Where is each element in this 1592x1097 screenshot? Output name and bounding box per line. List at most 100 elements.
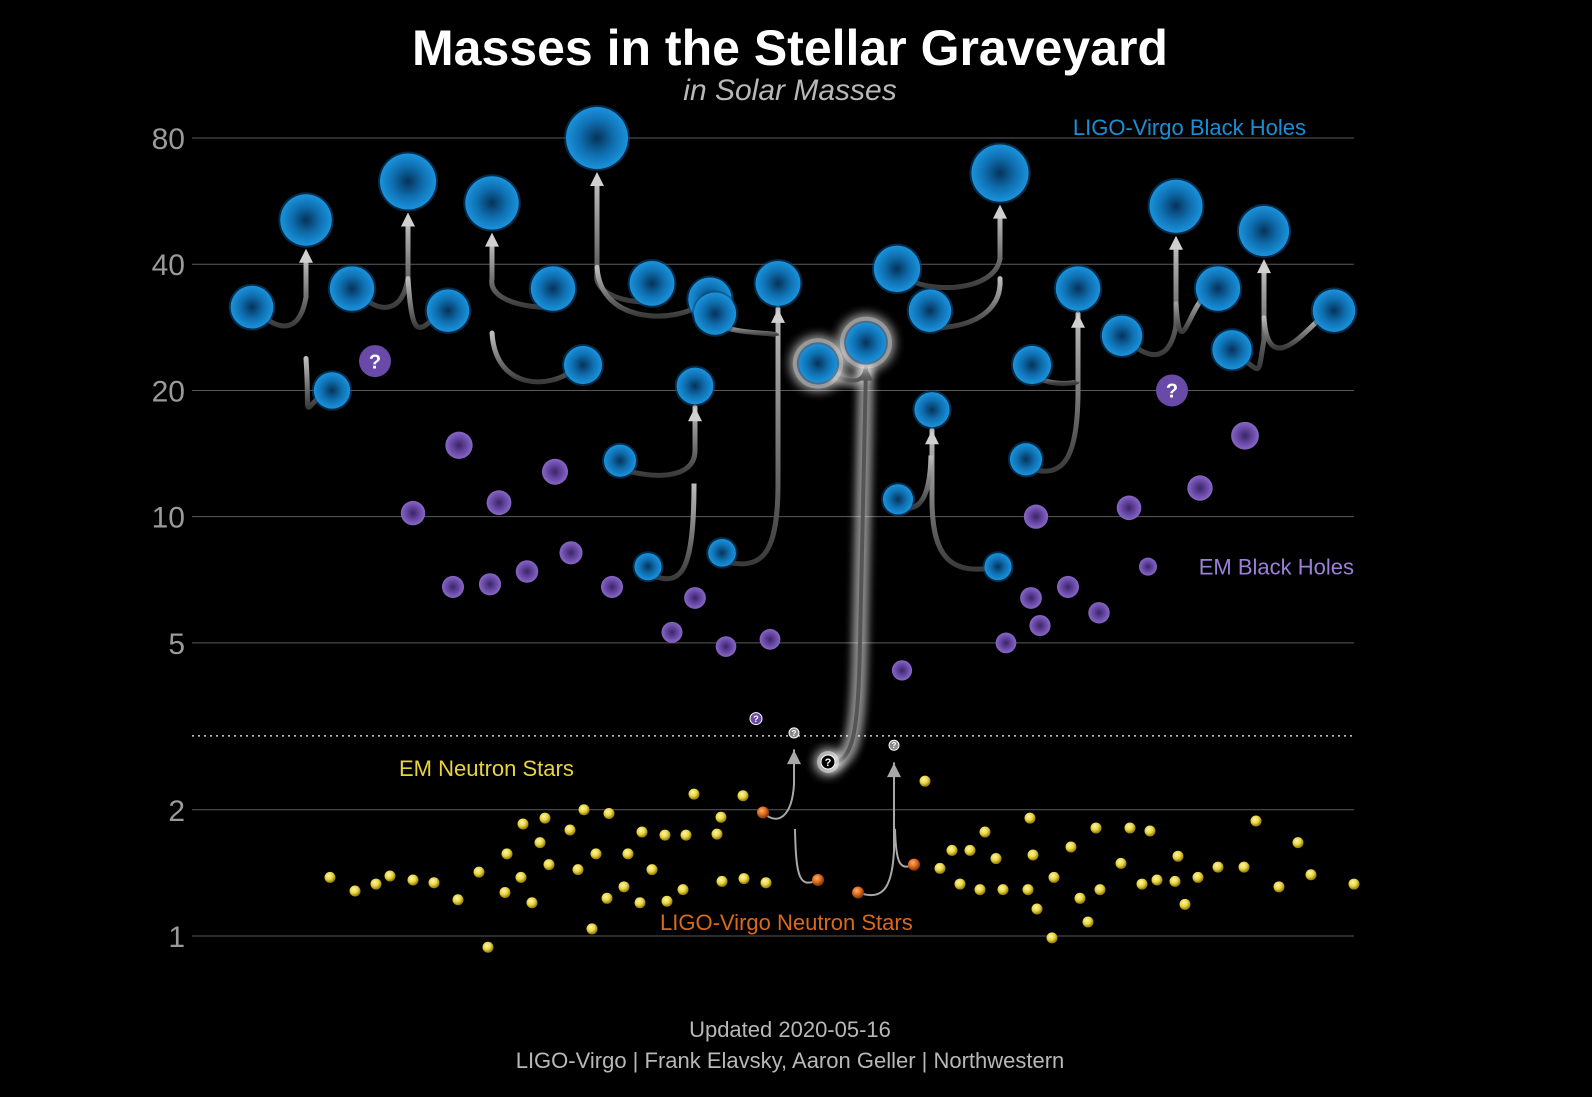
em-ns-1 xyxy=(324,871,336,883)
ligo-bh-1b xyxy=(313,372,351,409)
em-ns-67 xyxy=(1179,898,1191,910)
em-ns-31 xyxy=(661,895,673,907)
em-ns-48 xyxy=(997,884,1009,896)
em-ns-55 xyxy=(1065,841,1077,853)
em-ns-33 xyxy=(680,829,692,841)
ligo-bh-highlight-remnant xyxy=(846,322,886,363)
ligo-bh-merger-6 xyxy=(719,306,781,567)
em-bh-23 xyxy=(1231,421,1259,450)
ligo-bh-merger-3-a-head xyxy=(485,232,499,247)
em-ns-25 xyxy=(618,881,630,893)
ligo-bh-merger-8-a-head xyxy=(993,204,1007,219)
ligo-ns-remnant-2-symbol: ? xyxy=(892,741,897,750)
ligo-bh-4-remnant xyxy=(566,107,628,169)
em-ns-76 xyxy=(919,775,931,787)
mass-gap-object-symbol: ? xyxy=(825,757,832,769)
ligo-ns-remnant-2 xyxy=(888,739,900,751)
ligo-bh-merger-11-a xyxy=(1131,243,1179,357)
em-bh-3 xyxy=(445,431,473,459)
em-ns-52 xyxy=(1031,903,1043,915)
ligo-bh-11b xyxy=(1195,266,1241,311)
ligo-bh-8b xyxy=(908,289,952,332)
em-ns-69 xyxy=(1212,861,1224,873)
em-ns-62 xyxy=(1136,878,1148,890)
ligo-bh-5a xyxy=(603,444,637,477)
em-ns-18 xyxy=(564,824,576,836)
ligo-bh-12-remnant xyxy=(1238,205,1290,257)
em-ns-35 xyxy=(711,828,723,840)
em-ns-24 xyxy=(603,807,615,819)
em-bh-14 xyxy=(891,660,913,681)
ligo-bh-8a xyxy=(873,245,921,293)
em-bh-20 xyxy=(1088,602,1110,624)
ligo-bh-5b xyxy=(634,553,662,581)
legend-em-bh-marker xyxy=(1139,557,1157,576)
ligo-bh-merger-1-a-head xyxy=(299,248,313,263)
em-ns-51 xyxy=(1027,849,1039,861)
em-ns-74 xyxy=(1305,869,1317,881)
ligo-ns-remnant-1-symbol: ? xyxy=(792,729,797,738)
ligo-bh-highlight-a xyxy=(798,344,838,383)
ligo-bh-12a xyxy=(1212,330,1252,370)
ligo-bh-merger-6-head xyxy=(771,308,785,323)
ligo-bh-6b xyxy=(693,292,737,335)
ligo-bh-6-remnant xyxy=(755,260,801,306)
em-bh-18 xyxy=(1023,504,1049,529)
em-ns-68 xyxy=(1192,871,1204,883)
em-ns-30 xyxy=(659,829,671,841)
em-bh-22 xyxy=(1187,475,1213,501)
em-bh-unknown-1 xyxy=(359,345,391,378)
ligo-bh-merger-12-a-head xyxy=(1257,259,1271,274)
em-bh-1 xyxy=(400,500,426,526)
ligo-bh-12b xyxy=(1312,289,1356,332)
chart-subtitle: in Solar Masses xyxy=(683,74,896,107)
series-labels: LIGO-Virgo Black Holes EM Black Holes EM N… xyxy=(399,115,1354,935)
em-ns-42 xyxy=(946,844,958,856)
em-ns-39 xyxy=(760,877,772,889)
em-ns-8 xyxy=(473,866,485,878)
em-ns-40 xyxy=(715,811,727,823)
em-bh-unknown-1-symbol: ? xyxy=(369,351,381,373)
ligo-bh-10-remnant xyxy=(1055,266,1101,311)
ligo-bh-merger-4-a-head xyxy=(590,172,604,186)
em-ns-50 xyxy=(1024,812,1036,824)
em-ns-17 xyxy=(543,859,555,871)
em-ns-19 xyxy=(572,864,584,876)
em-bh-11 xyxy=(684,587,706,609)
em-bh-4 xyxy=(478,573,502,596)
ligo-bh-merger-9-head xyxy=(925,430,939,445)
ligo-bh-6a xyxy=(708,538,736,567)
em-ns-32 xyxy=(677,884,689,896)
em-bh-5 xyxy=(486,490,512,516)
em-ns-23 xyxy=(601,892,613,904)
em-ns-65 xyxy=(1169,875,1181,887)
ligo-bh-merger-5-head xyxy=(688,407,702,422)
chart-title: Masses in the Stellar Graveyard xyxy=(412,20,1168,76)
em-bh-10 xyxy=(661,621,683,643)
y-axis-ticks: 1 2 5 10 20 40 80 xyxy=(152,123,185,954)
ligo-bh-1-remnant xyxy=(280,194,332,246)
em-ns-11 xyxy=(501,848,513,860)
em-bh-12 xyxy=(715,636,737,657)
em-ns-56 xyxy=(1074,892,1086,904)
em-bh-17 xyxy=(1029,614,1051,637)
label-ligo-ns: LIGO-Virgo Neutron Stars xyxy=(660,910,913,935)
em-ns-14 xyxy=(526,897,538,909)
ligo-ns-merger-1-b xyxy=(794,828,819,884)
em-ns-71 xyxy=(1250,815,1262,827)
em-bh-unknown-small-symbol: ? xyxy=(753,714,759,724)
ligo-ns-2a xyxy=(852,886,864,899)
y-tick-label-2: 2 xyxy=(168,795,185,828)
ligo-ns-merger-2 xyxy=(857,762,895,897)
em-bh-unknown-2-symbol: ? xyxy=(1166,381,1178,403)
ligo-ns-2b xyxy=(908,858,920,871)
em-ns-72 xyxy=(1273,881,1285,893)
ligo-bh-3-remnant xyxy=(465,176,519,230)
em-bh-7 xyxy=(541,458,569,485)
em-ns-59 xyxy=(1094,884,1106,896)
em-ns-9 xyxy=(482,941,494,953)
em-ns-2 xyxy=(349,885,361,897)
mass-gap-object xyxy=(820,754,836,770)
em-bh-13 xyxy=(759,628,781,650)
em-ns-53 xyxy=(1046,932,1058,944)
